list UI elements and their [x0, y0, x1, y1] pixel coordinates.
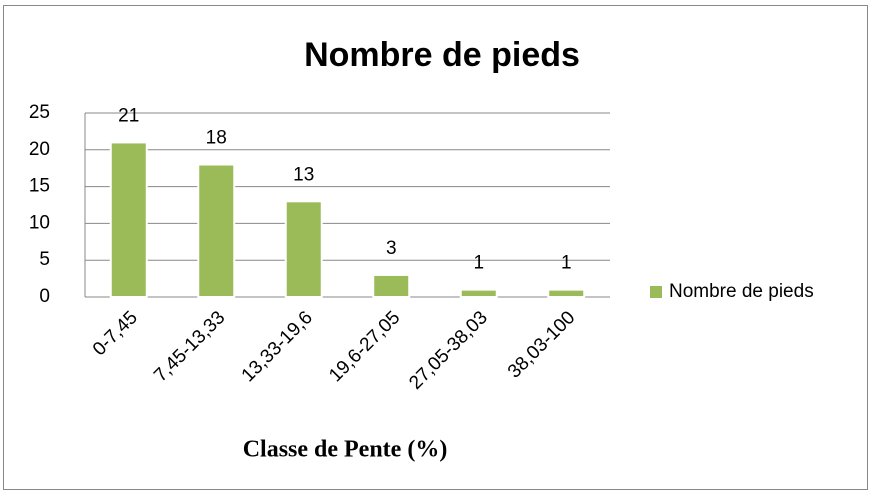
legend-swatch	[650, 286, 662, 298]
y-tick-label: 0	[39, 286, 50, 307]
chart-title: Nombre de pieds	[304, 36, 580, 74]
data-label: 1	[473, 253, 484, 274]
y-tick-label: 25	[29, 102, 50, 123]
bar	[547, 288, 586, 299]
legend-label: Nombre de pieds	[669, 281, 814, 302]
bar	[284, 200, 323, 299]
y-tick-label: 15	[29, 176, 50, 197]
bar	[197, 163, 236, 298]
data-label: 21	[118, 105, 139, 126]
bar	[459, 288, 498, 299]
data-label: 18	[206, 128, 227, 149]
x-axis-label: Classe de Pente (%)	[243, 437, 448, 463]
bar	[109, 141, 148, 298]
y-tick-label: 10	[29, 212, 50, 233]
y-tick-label: 20	[29, 139, 50, 160]
y-tick-label: 5	[39, 249, 50, 270]
data-label: 3	[386, 238, 397, 259]
data-label: 1	[561, 253, 572, 274]
data-label: 13	[293, 164, 314, 185]
bar	[372, 273, 411, 299]
